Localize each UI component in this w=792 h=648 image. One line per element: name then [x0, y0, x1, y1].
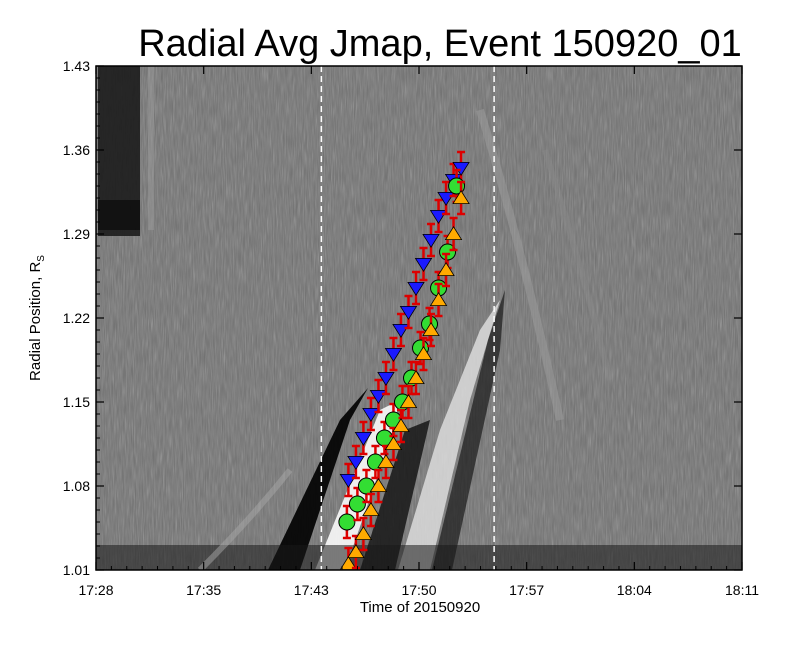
y-tick-label: 1.15 [63, 394, 90, 410]
y-axis-label-sub: S [36, 255, 47, 262]
x-tick-label: 18:04 [617, 582, 652, 598]
y-tick-label: 1.01 [63, 562, 90, 578]
x-axis-label: Time of 20150920 [360, 599, 480, 616]
chart-title: Radial Avg Jmap, Event 150920_01 [138, 23, 742, 65]
y-axis-label: Radial Position, RS [27, 255, 47, 381]
data-point-leading-edge [347, 455, 365, 470]
data-point-trailing-edge [369, 478, 388, 493]
data-point-trailing-edge [362, 502, 380, 516]
data-point-trailing-edge [429, 292, 448, 307]
data-point-trailing-edge [354, 526, 373, 540]
data-point-trailing-edge [444, 226, 463, 241]
data-point-leading-edge [377, 371, 395, 386]
x-axis: 17:28 17:35 17:43 17:50 17:57 18:04 18:11 [78, 66, 759, 598]
y-tick-label: 1.29 [63, 226, 90, 242]
data-point-trailing-edge [452, 190, 470, 205]
jmap-features [96, 66, 742, 570]
x-tick-label: 17:35 [186, 582, 221, 598]
x-tick-label: 17:57 [509, 582, 544, 598]
data-point-trailing-edge [437, 262, 455, 277]
data-point-center [338, 513, 356, 531]
data-point-leading-edge [399, 305, 418, 320]
data-point-center [348, 495, 366, 513]
y-tick-label: 1.08 [63, 478, 90, 494]
vertical-markers [320, 66, 495, 570]
y-tick-label: 1.22 [63, 310, 90, 326]
data-point-trailing-edge [414, 346, 433, 361]
data-point-leading-edge [384, 347, 403, 362]
y-axis: 1.01 1.08 1.15 1.22 1.29 1.36 1.43 [63, 58, 742, 578]
y-tick-label: 1.43 [63, 58, 90, 74]
y-tick-label: 1.36 [63, 142, 90, 158]
x-tick-label: 17:28 [78, 582, 113, 598]
data-point-leading-edge [354, 431, 373, 446]
data-series [338, 150, 470, 570]
x-tick-label: 18:11 [725, 582, 759, 598]
x-tick-label: 17:50 [401, 582, 436, 598]
x-tick-label: 17:43 [294, 582, 329, 598]
y-axis-label-main: Radial Position, R [27, 262, 44, 381]
data-point-leading-edge [407, 281, 425, 296]
data-point-trailing-edge [399, 394, 418, 409]
data-point-trailing-edge [407, 370, 425, 385]
data-point-trailing-edge [392, 418, 410, 433]
data-point-trailing-edge [422, 322, 440, 337]
data-point-center [439, 243, 457, 261]
data-point-leading-edge [422, 233, 440, 248]
jmap-noise [96, 66, 742, 570]
plot-area [96, 66, 742, 570]
data-point-leading-edge [414, 257, 433, 272]
